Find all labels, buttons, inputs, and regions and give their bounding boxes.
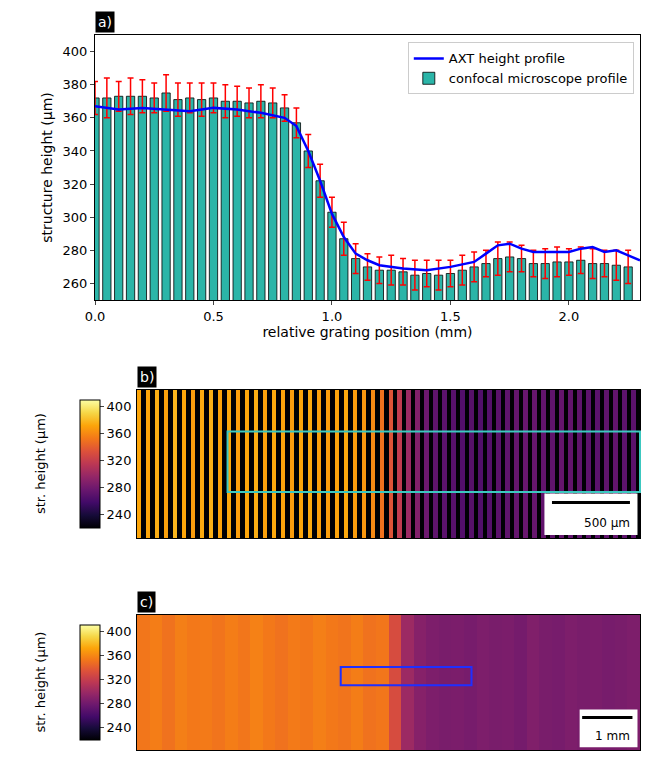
- svg-text:1.0: 1.0: [322, 309, 343, 324]
- svg-text:280: 280: [63, 243, 88, 258]
- svg-text:0.5: 0.5: [203, 309, 224, 324]
- svg-text:300: 300: [63, 210, 88, 225]
- svg-text:380: 380: [63, 77, 88, 92]
- svg-text:360: 360: [107, 426, 132, 441]
- svg-text:c): c): [140, 594, 153, 610]
- svg-text:AXT height profile: AXT height profile: [449, 51, 565, 66]
- svg-text:340: 340: [63, 143, 88, 158]
- svg-text:a): a): [98, 14, 112, 30]
- svg-text:280: 280: [107, 696, 132, 711]
- svg-text:1.5: 1.5: [440, 309, 461, 324]
- svg-text:0.0: 0.0: [85, 309, 106, 324]
- svg-text:280: 280: [107, 480, 132, 495]
- svg-text:240: 240: [107, 720, 132, 735]
- svg-text:260: 260: [63, 276, 88, 291]
- svg-text:1 mm: 1 mm: [595, 729, 630, 743]
- svg-text:240: 240: [107, 507, 132, 522]
- svg-text:str. height (μm): str. height (μm): [33, 632, 48, 733]
- svg-text:320: 320: [107, 453, 132, 468]
- svg-text:confocal microscope profile: confocal microscope profile: [449, 71, 627, 86]
- svg-text:360: 360: [63, 110, 88, 125]
- svg-text:400: 400: [63, 44, 88, 59]
- svg-text:structure height (μm): structure height (μm): [39, 92, 55, 243]
- svg-text:320: 320: [107, 672, 132, 687]
- svg-text:b): b): [140, 369, 154, 385]
- svg-text:400: 400: [107, 624, 132, 639]
- svg-text:500 μm: 500 μm: [584, 516, 630, 530]
- svg-text:400: 400: [107, 399, 132, 414]
- svg-text:relative grating position (mm): relative grating position (mm): [262, 324, 472, 340]
- svg-text:2.0: 2.0: [559, 309, 580, 324]
- svg-text:320: 320: [63, 177, 88, 192]
- svg-text:360: 360: [107, 648, 132, 663]
- svg-text:str. height (μm): str. height (μm): [33, 413, 48, 514]
